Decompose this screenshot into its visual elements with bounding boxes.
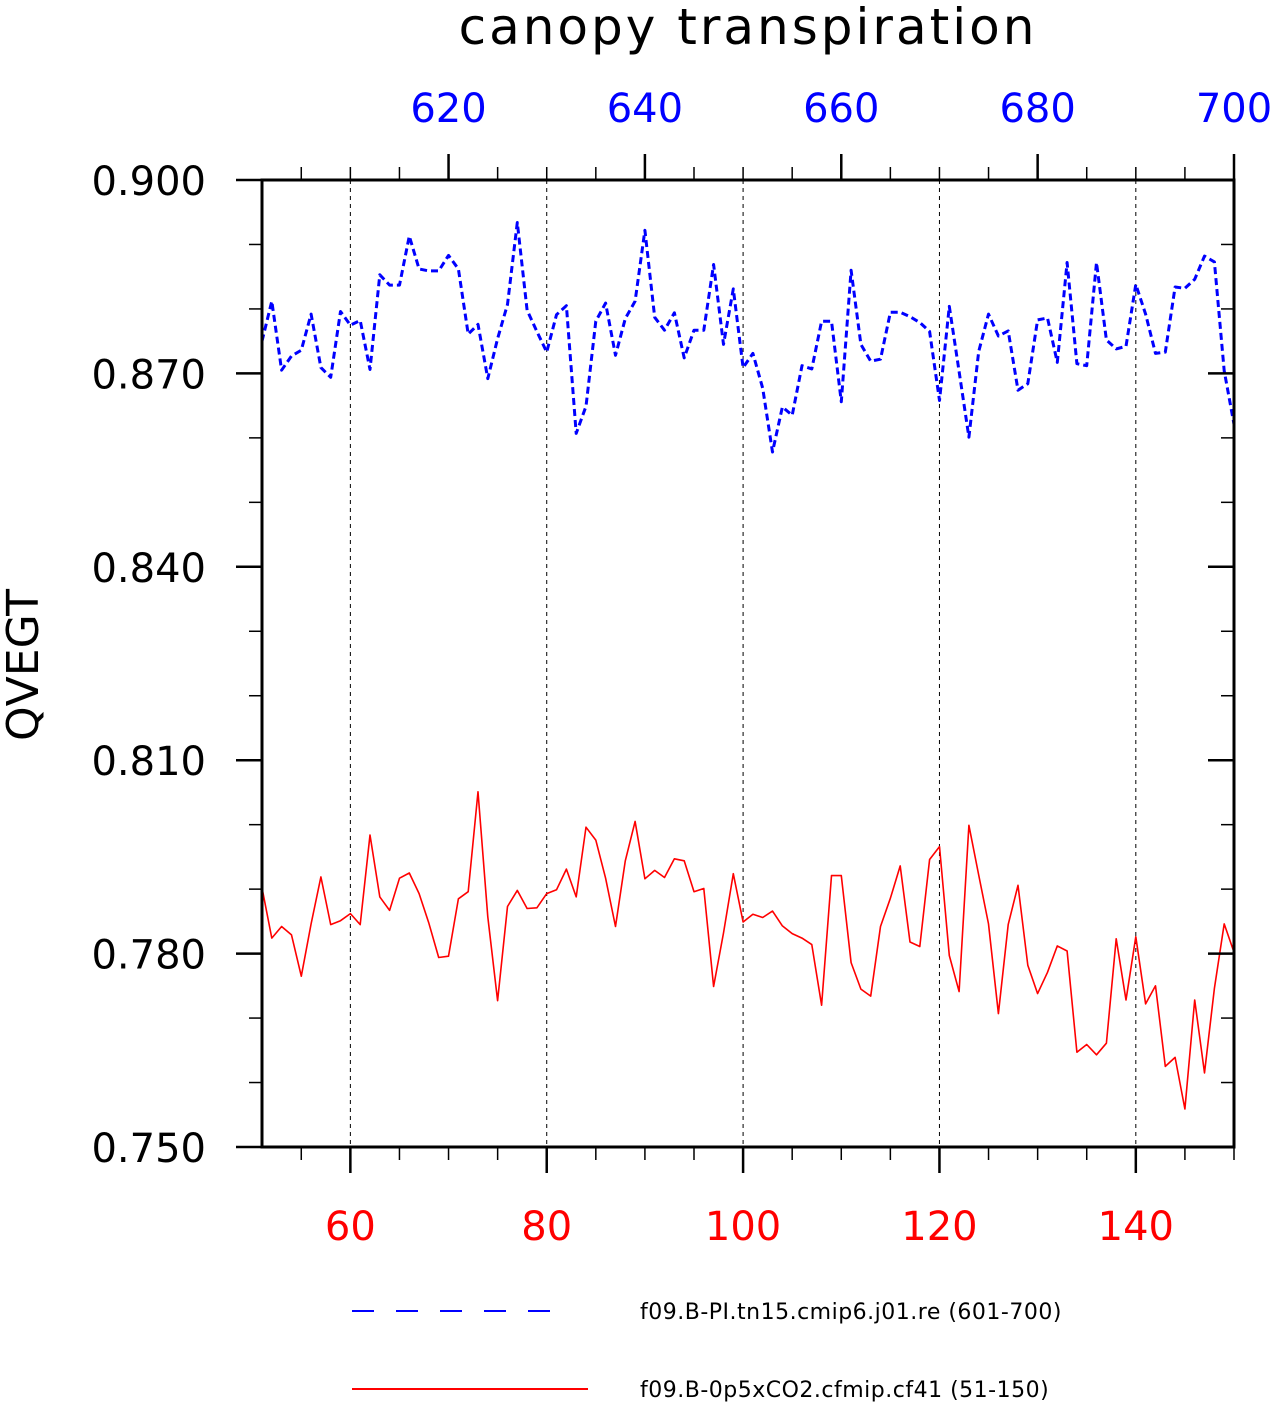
y-tick-label: 0.870 [91,352,206,398]
x-top-tick-label: 660 [803,86,879,132]
x-bottom-tick-label: 120 [901,1204,977,1250]
legend-entry-1: f09.B-PI.tn15.cmip6.j01.re (601-700) [640,1300,1062,1325]
y-tick-label: 0.810 [91,739,206,785]
y-tick-label: 0.900 [91,159,206,205]
x-bottom-tick-label: 80 [521,1204,572,1250]
x-top-tick-label: 620 [410,86,486,132]
grid-lines [349,180,1137,1147]
x-top-tick-label: 700 [1196,86,1272,132]
x-axis-top: 620 640 660 680 700 [300,86,1272,180]
legend-entry-2: f09.B-0p5xCO2.cfmip.cf41 (51-150) [640,1378,1049,1403]
series-line-2 [261,790,1235,1110]
x-top-tick-label: 640 [607,86,683,132]
y-tick-label: 0.750 [91,1126,206,1172]
y-tick-label: 0.780 [91,933,206,979]
x-bottom-tick-label: 140 [1098,1204,1174,1250]
x-top-tick-label: 680 [999,86,1075,132]
plot-frame [260,178,1236,1149]
legend: f09.B-PI.tn15.cmip6.j01.re (601-700) f09… [352,1300,1062,1403]
y-tick-label: 0.840 [91,546,206,592]
chart-title: canopy transpiration [459,0,1038,56]
y-axis-label: QVEGT [0,589,49,741]
x-bottom-tick-label: 60 [325,1204,376,1250]
series-line-1 [260,221,1236,454]
y-axis: 0.900 0.870 0.840 0.810 0.780 0.750 [91,159,1234,1172]
x-bottom-tick-label: 100 [705,1204,781,1250]
series-group [260,221,1236,1110]
x-axis-bottom: 60 80 100 120 140 [300,1147,1235,1250]
